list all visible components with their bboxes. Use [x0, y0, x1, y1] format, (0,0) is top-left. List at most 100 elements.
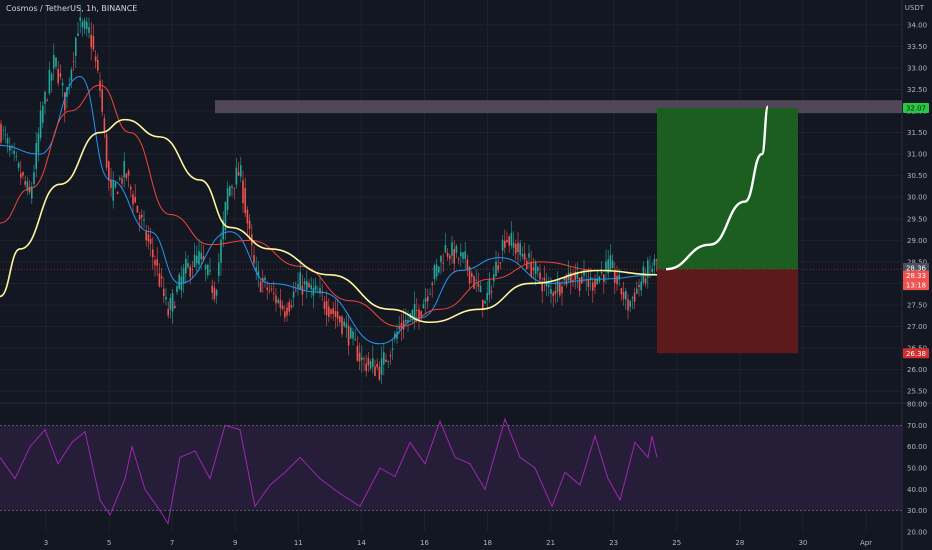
candle-body — [259, 281, 262, 293]
candle-body — [517, 242, 519, 252]
candle-body — [141, 214, 143, 218]
candle-body — [222, 220, 224, 240]
candle-body — [290, 305, 293, 308]
candle-body — [215, 289, 218, 296]
price-tick-label: 33.00 — [907, 64, 927, 72]
candle-body — [48, 69, 51, 94]
candle-body — [636, 288, 638, 294]
candle-body — [521, 253, 524, 257]
price-tick-label: 34.00 — [907, 21, 927, 29]
candle-body — [264, 277, 266, 281]
candle-body — [119, 177, 121, 180]
price-label-text: 13:18 — [906, 282, 926, 290]
price-tick-label: 29.50 — [907, 215, 927, 223]
candle-body — [622, 292, 625, 299]
candle-body — [332, 308, 334, 314]
candle-body — [497, 265, 499, 271]
candle-body — [378, 366, 381, 380]
candle-body — [72, 61, 75, 63]
candle-body — [394, 333, 396, 339]
x-tick-label: 18 — [483, 539, 492, 547]
candle-body — [501, 240, 504, 251]
candle-body — [440, 255, 442, 263]
candle-body — [9, 146, 11, 151]
projection-curve — [665, 105, 770, 271]
candle-body — [442, 262, 444, 264]
candle-body — [299, 272, 301, 290]
candle-body — [240, 165, 242, 177]
candle-body — [20, 173, 22, 178]
candle-body — [75, 37, 77, 57]
candle-body — [209, 270, 211, 272]
candle-body — [431, 283, 433, 286]
candle-body — [528, 253, 530, 258]
candle-body — [193, 254, 196, 267]
candle-body — [343, 321, 345, 326]
candle-body — [541, 282, 543, 292]
candle-body — [341, 316, 343, 335]
candle-body — [374, 366, 376, 377]
candle-body — [211, 285, 213, 293]
candle-body — [618, 274, 620, 280]
candle-body — [466, 259, 469, 270]
candle-body — [387, 360, 389, 362]
candle-body — [385, 359, 387, 363]
candle-body — [484, 300, 486, 304]
candle-body — [400, 323, 403, 329]
x-tick-label: 21 — [546, 539, 555, 547]
candle-body — [552, 292, 554, 297]
candle-body — [380, 358, 383, 375]
candle-body — [77, 33, 79, 36]
candle-body — [6, 138, 9, 144]
price-tick-label: 26.00 — [907, 366, 927, 374]
candle-body — [460, 252, 462, 257]
candle-body — [226, 188, 229, 211]
candle-body — [444, 244, 447, 253]
candle-body — [629, 300, 631, 307]
candle-body — [83, 20, 86, 30]
candle-body — [534, 261, 537, 275]
candle-body — [605, 261, 607, 272]
candle-body — [200, 252, 202, 260]
price-label-badge — [903, 262, 929, 273]
price-label-badge — [903, 102, 929, 113]
target-zone — [657, 107, 798, 270]
x-tick-label: 11 — [294, 539, 303, 547]
candle-body — [176, 286, 178, 293]
candle-body — [114, 182, 117, 188]
candle-body — [130, 186, 132, 190]
candle-body — [191, 269, 194, 271]
candle-body — [218, 262, 220, 277]
candle-body — [50, 73, 53, 81]
price-tick-label: 31.50 — [907, 129, 927, 137]
candle-body — [220, 239, 222, 264]
candle-body — [614, 271, 616, 283]
price-label-text: 26.38 — [906, 350, 926, 358]
candle-body — [97, 59, 99, 71]
price-label-badge — [903, 280, 929, 291]
candle-body — [482, 299, 484, 311]
candle-body — [589, 277, 592, 280]
candle-body — [284, 311, 286, 318]
x-tick-label: 23 — [609, 539, 618, 547]
candle-body — [391, 348, 394, 350]
candle-body — [376, 363, 378, 368]
candle-body — [70, 69, 73, 81]
candle-body — [506, 239, 508, 242]
candle-body — [515, 244, 517, 254]
price-label-badge — [903, 270, 929, 281]
candle-body — [196, 255, 198, 264]
candle-body — [160, 276, 163, 279]
x-tick-label: 28 — [735, 539, 744, 547]
candle-body — [655, 259, 658, 261]
candle-body — [207, 264, 209, 276]
candle-body — [510, 232, 513, 246]
candle-body — [88, 27, 90, 33]
candle-body — [561, 286, 563, 294]
candle-body — [255, 267, 257, 272]
candle-body — [90, 34, 92, 48]
candle-body — [53, 54, 55, 69]
candle-body — [167, 309, 169, 316]
candle-body — [292, 291, 295, 298]
